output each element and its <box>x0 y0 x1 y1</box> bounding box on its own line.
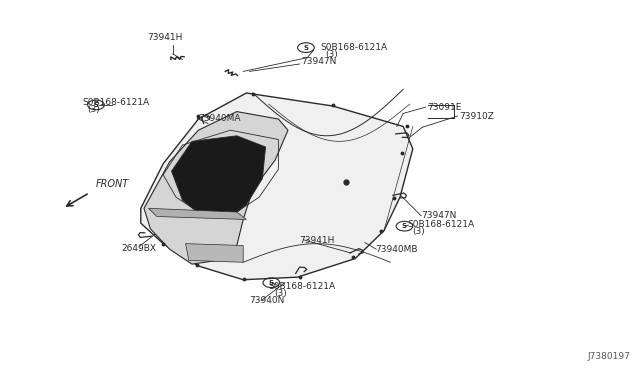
Text: 73910Z: 73910Z <box>460 112 494 121</box>
Polygon shape <box>148 208 246 219</box>
Text: J7380197: J7380197 <box>588 352 630 361</box>
Text: (3): (3) <box>412 227 425 236</box>
Polygon shape <box>144 112 288 264</box>
Polygon shape <box>186 244 243 262</box>
Text: 73940N: 73940N <box>250 296 285 305</box>
Text: 73091E: 73091E <box>428 103 462 112</box>
Text: 73940MA: 73940MA <box>198 114 241 123</box>
Text: S: S <box>402 223 407 229</box>
Text: 73941H: 73941H <box>300 236 335 245</box>
Text: 73940MB: 73940MB <box>375 245 417 254</box>
Text: (3): (3) <box>87 105 100 114</box>
Text: 73947N: 73947N <box>301 57 336 66</box>
Text: S: S <box>303 45 308 51</box>
Text: S0B168-6121A: S0B168-6121A <box>320 43 387 52</box>
Text: 73941H: 73941H <box>147 33 183 42</box>
Text: S0B168-6121A: S0B168-6121A <box>82 98 149 107</box>
Polygon shape <box>141 93 413 280</box>
Text: (3): (3) <box>274 289 287 298</box>
Text: 2649BX: 2649BX <box>122 244 157 253</box>
Text: S0B168-6121A: S0B168-6121A <box>407 220 474 229</box>
Text: 73947N: 73947N <box>421 211 456 220</box>
Text: (3): (3) <box>325 50 338 59</box>
Text: S0B168-6121A: S0B168-6121A <box>269 282 336 291</box>
Text: S: S <box>93 102 99 108</box>
Polygon shape <box>172 136 266 218</box>
Text: S: S <box>269 280 274 286</box>
Text: FRONT: FRONT <box>96 179 129 189</box>
